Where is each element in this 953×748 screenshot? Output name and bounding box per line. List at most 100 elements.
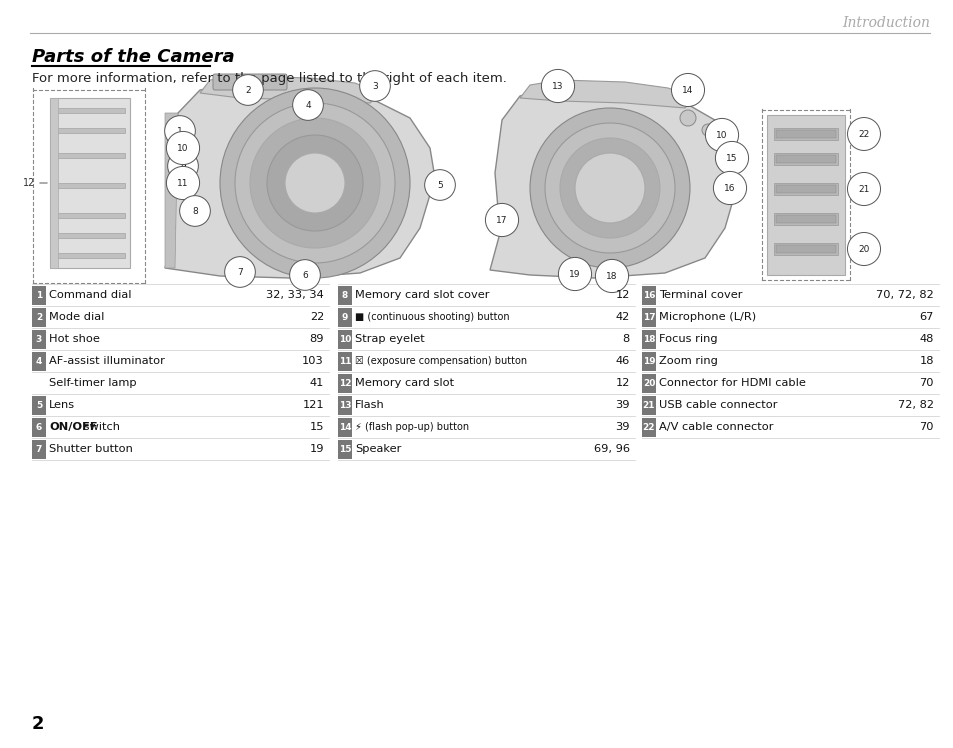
Text: USB cable connector: USB cable connector bbox=[659, 400, 777, 410]
Text: 16: 16 bbox=[723, 183, 735, 192]
Text: Connector for HDMI cable: Connector for HDMI cable bbox=[659, 378, 805, 388]
Bar bbox=[337, 308, 352, 327]
Text: 22: 22 bbox=[642, 423, 655, 432]
Bar bbox=[55, 183, 125, 188]
Text: 2: 2 bbox=[36, 313, 42, 322]
Text: ☒ (exposure compensation) button: ☒ (exposure compensation) button bbox=[355, 356, 527, 366]
Text: 16: 16 bbox=[642, 290, 655, 299]
Text: 6: 6 bbox=[36, 423, 42, 432]
Text: 22: 22 bbox=[310, 312, 324, 322]
Text: 7: 7 bbox=[36, 444, 42, 453]
Text: 9: 9 bbox=[341, 313, 348, 322]
Bar bbox=[641, 286, 656, 305]
Text: 42: 42 bbox=[615, 312, 629, 322]
Text: 13: 13 bbox=[338, 400, 351, 409]
Text: 46: 46 bbox=[615, 356, 629, 366]
Text: 10: 10 bbox=[338, 334, 351, 343]
Bar bbox=[32, 418, 46, 437]
Bar bbox=[337, 286, 352, 305]
Bar bbox=[337, 418, 352, 437]
Text: For more information, refer to the page listed to the right of each item.: For more information, refer to the page … bbox=[32, 72, 506, 85]
Circle shape bbox=[220, 88, 410, 278]
Polygon shape bbox=[490, 86, 738, 278]
Text: 13: 13 bbox=[552, 82, 563, 91]
Text: 5: 5 bbox=[36, 400, 42, 409]
Text: 18: 18 bbox=[642, 334, 655, 343]
Bar bbox=[55, 213, 125, 218]
Text: Memory card slot cover: Memory card slot cover bbox=[355, 290, 489, 300]
Text: 17: 17 bbox=[642, 313, 655, 322]
Text: 12: 12 bbox=[338, 378, 351, 387]
Bar bbox=[32, 441, 46, 459]
Text: 14: 14 bbox=[681, 85, 693, 94]
Text: 5: 5 bbox=[436, 180, 442, 189]
Circle shape bbox=[530, 108, 689, 268]
Bar bbox=[766, 115, 844, 275]
Text: ⚡ (flash pop-up) button: ⚡ (flash pop-up) button bbox=[355, 422, 469, 432]
Text: Zoom ring: Zoom ring bbox=[659, 356, 717, 366]
Text: 12: 12 bbox=[615, 290, 629, 300]
Bar bbox=[55, 253, 125, 258]
Text: 19: 19 bbox=[309, 444, 324, 454]
Text: Lens: Lens bbox=[49, 400, 75, 410]
Text: 1: 1 bbox=[36, 290, 42, 299]
Bar bbox=[773, 183, 837, 195]
Text: Focus ring: Focus ring bbox=[659, 334, 717, 344]
Bar bbox=[32, 352, 46, 371]
Text: 69, 96: 69, 96 bbox=[594, 444, 629, 454]
Text: Speaker: Speaker bbox=[355, 444, 401, 454]
Bar bbox=[773, 243, 837, 255]
Bar bbox=[641, 418, 656, 437]
Text: Flash: Flash bbox=[355, 400, 384, 410]
Bar bbox=[641, 308, 656, 327]
Bar bbox=[337, 374, 352, 393]
Text: 121: 121 bbox=[302, 400, 324, 410]
Circle shape bbox=[285, 153, 345, 213]
Bar bbox=[32, 308, 46, 327]
Bar bbox=[641, 396, 656, 415]
Text: 11: 11 bbox=[177, 179, 189, 188]
Text: 67: 67 bbox=[919, 312, 933, 322]
Text: 14: 14 bbox=[338, 423, 351, 432]
Circle shape bbox=[679, 110, 696, 126]
Text: 103: 103 bbox=[302, 356, 324, 366]
Circle shape bbox=[250, 118, 379, 248]
Text: 1: 1 bbox=[177, 126, 183, 135]
FancyBboxPatch shape bbox=[213, 74, 287, 90]
Text: 12: 12 bbox=[23, 178, 35, 188]
Text: 17: 17 bbox=[496, 215, 507, 224]
Text: 89: 89 bbox=[309, 334, 324, 344]
Text: 7: 7 bbox=[237, 268, 243, 277]
Text: 48: 48 bbox=[919, 334, 933, 344]
Text: ON/OFF: ON/OFF bbox=[49, 422, 97, 432]
Text: 8: 8 bbox=[341, 290, 348, 299]
Bar bbox=[32, 396, 46, 415]
Text: A/V cable connector: A/V cable connector bbox=[659, 422, 773, 432]
Text: AF-assist illuminator: AF-assist illuminator bbox=[49, 356, 165, 366]
Bar bbox=[773, 213, 837, 225]
Text: 70, 72, 82: 70, 72, 82 bbox=[876, 290, 933, 300]
Text: 72, 82: 72, 82 bbox=[897, 400, 933, 410]
Text: 15: 15 bbox=[338, 444, 351, 453]
Bar bbox=[775, 245, 835, 253]
Text: 4: 4 bbox=[305, 100, 311, 109]
Circle shape bbox=[234, 103, 395, 263]
Text: 2: 2 bbox=[245, 85, 251, 94]
Text: 18: 18 bbox=[605, 272, 618, 280]
Bar bbox=[32, 330, 46, 349]
Bar bbox=[55, 128, 125, 133]
Circle shape bbox=[544, 123, 675, 253]
Bar bbox=[50, 98, 130, 268]
Circle shape bbox=[267, 135, 363, 231]
Text: 21: 21 bbox=[642, 400, 655, 409]
Text: 8: 8 bbox=[192, 206, 197, 215]
Bar bbox=[641, 352, 656, 371]
Bar bbox=[337, 330, 352, 349]
Bar bbox=[775, 130, 835, 138]
Text: 20: 20 bbox=[858, 245, 869, 254]
Circle shape bbox=[701, 124, 713, 136]
Text: Microphone (L/R): Microphone (L/R) bbox=[659, 312, 756, 322]
Text: 32, 33, 34: 32, 33, 34 bbox=[266, 290, 324, 300]
Bar bbox=[337, 441, 352, 459]
Text: 4: 4 bbox=[36, 357, 42, 366]
